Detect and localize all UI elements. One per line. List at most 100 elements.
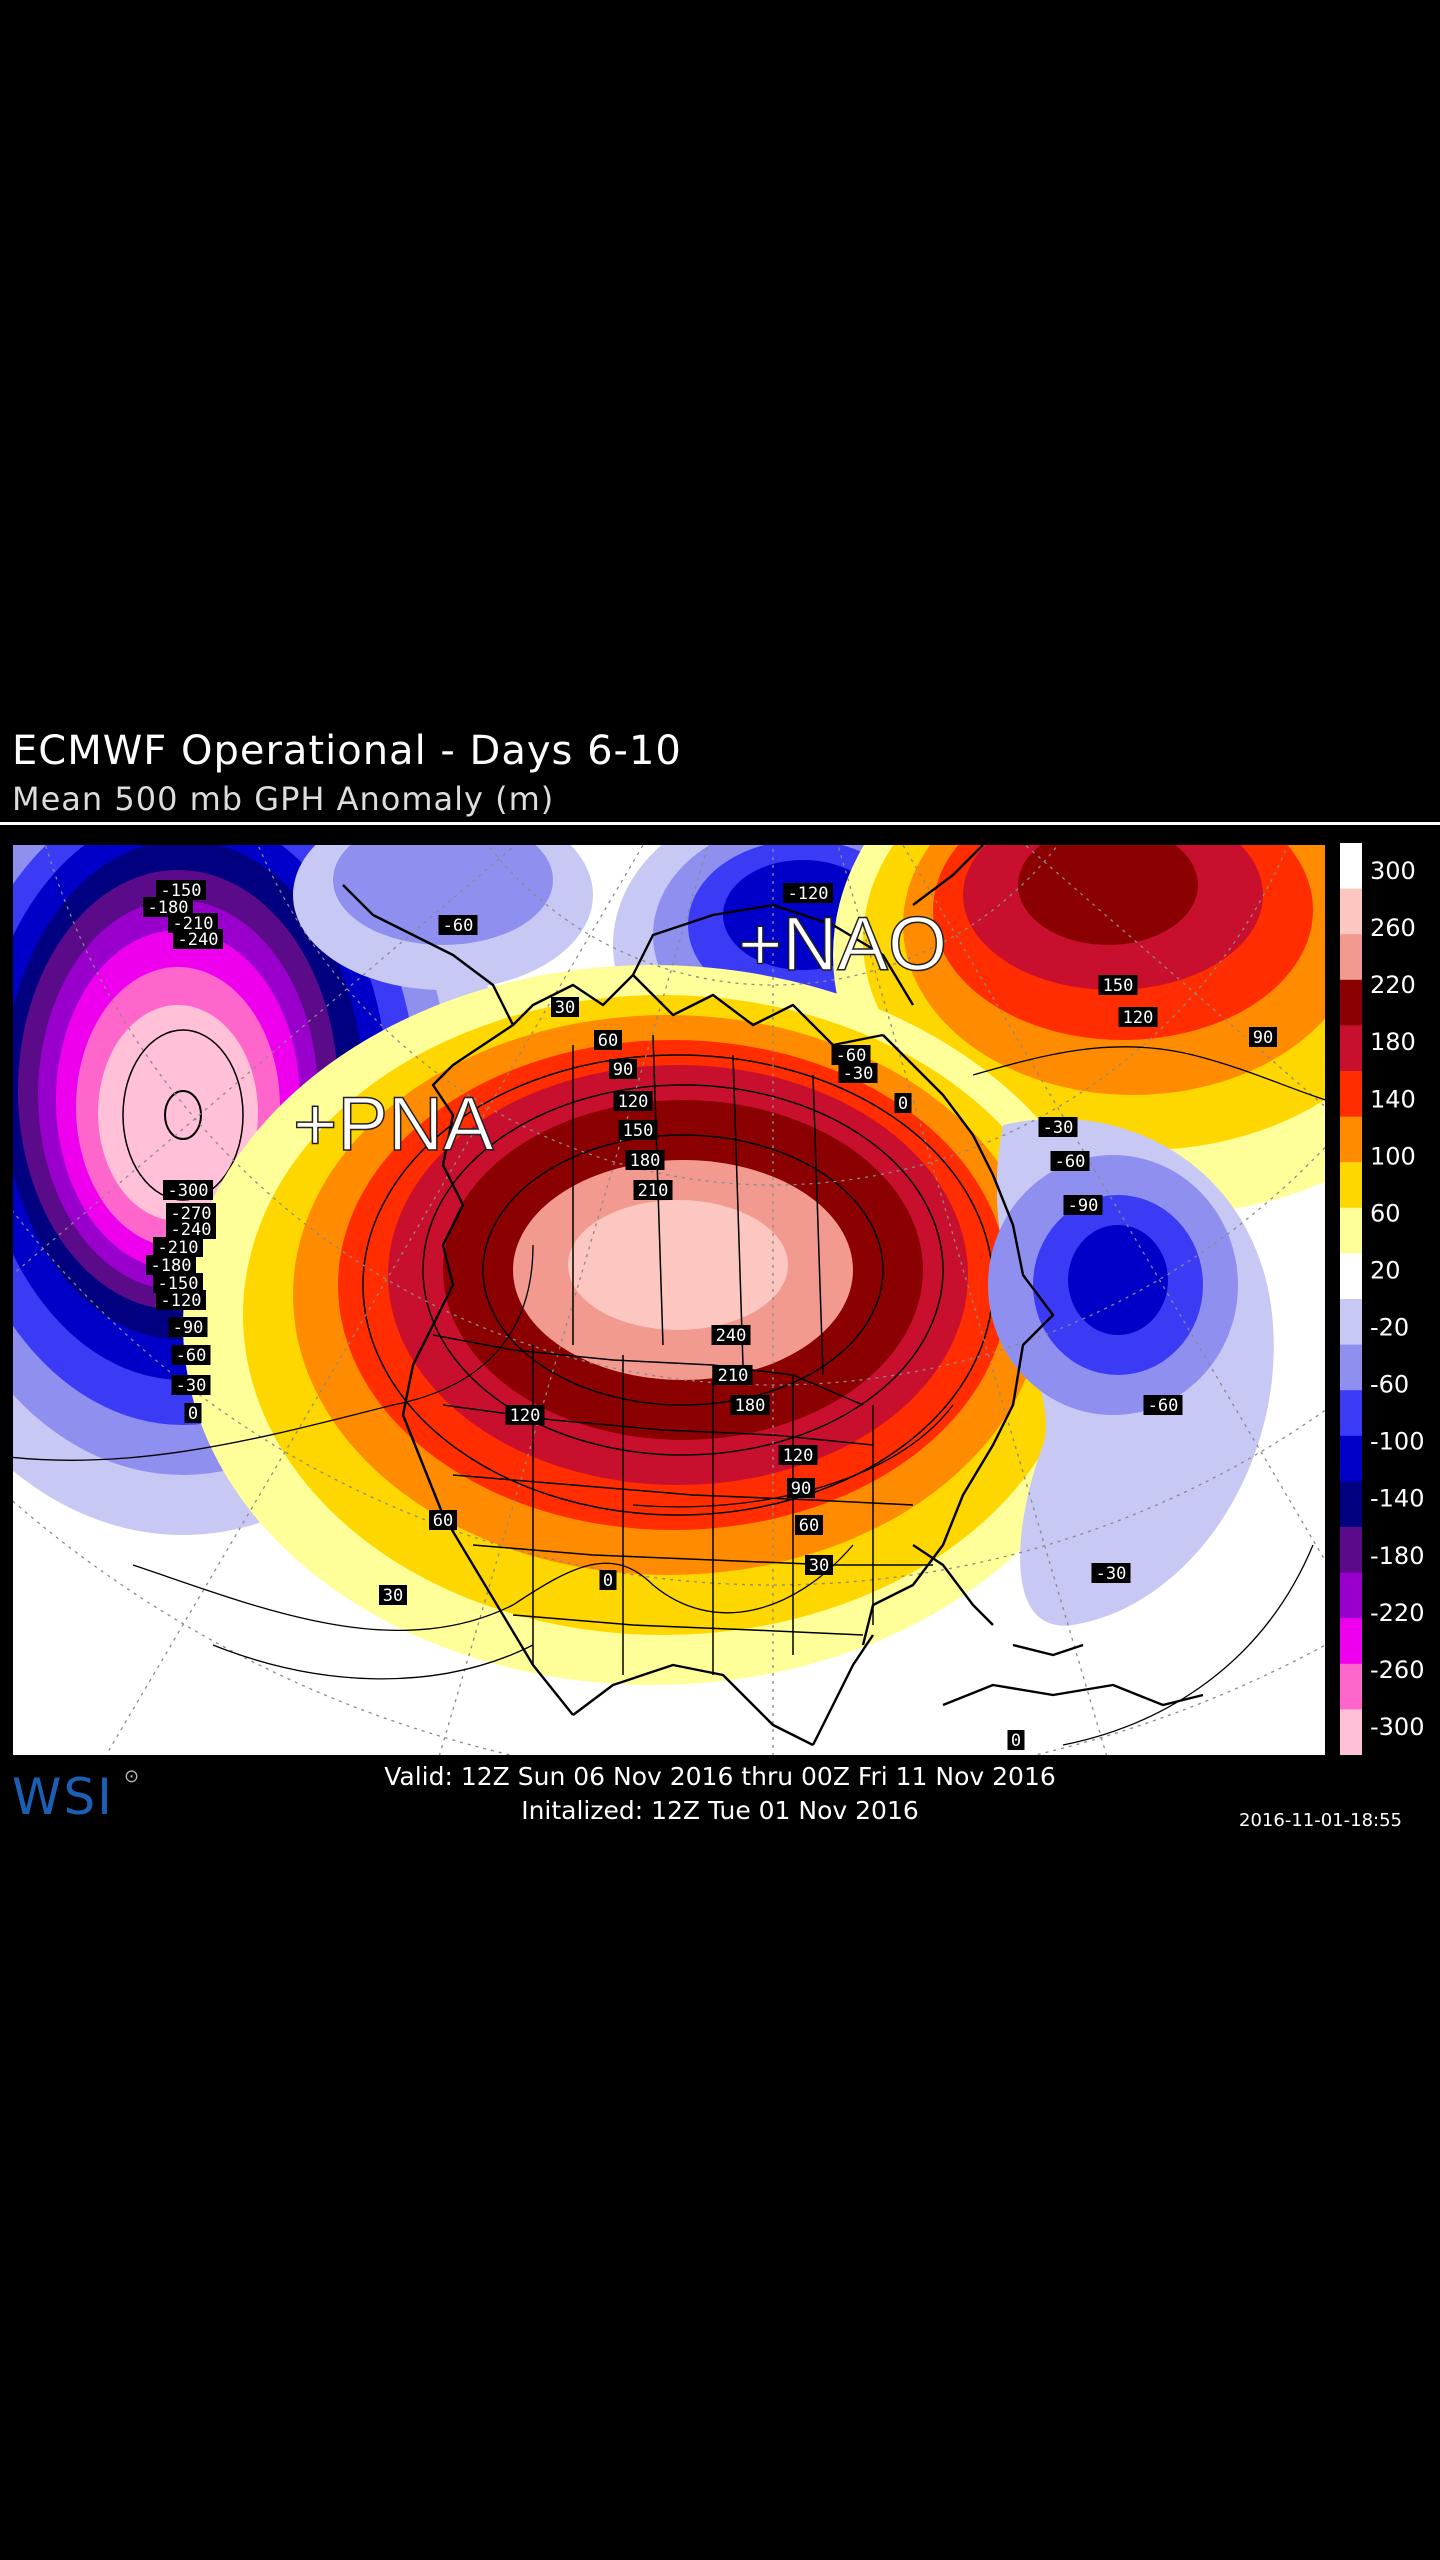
- legend-swatch: [1340, 843, 1362, 890]
- svg-text:0: 0: [1011, 1731, 1021, 1751]
- contour-label: -120: [783, 883, 833, 904]
- svg-text:-60: -60: [836, 1046, 867, 1066]
- svg-text:-300: -300: [168, 1181, 209, 1201]
- svg-text:-240: -240: [171, 1220, 212, 1240]
- svg-text:0: 0: [603, 1571, 613, 1591]
- contour-label: -60: [171, 1345, 211, 1366]
- graticule: [13, 845, 1325, 1755]
- contour-label: 0: [184, 1403, 202, 1424]
- svg-text:-60: -60: [176, 1346, 207, 1366]
- svg-text:120: 120: [783, 1446, 814, 1466]
- svg-text:180: 180: [630, 1151, 661, 1171]
- contour-label: -60: [831, 1045, 871, 1066]
- chart-title: ECMWF Operational - Days 6-10: [12, 728, 682, 774]
- contour-label: -150: [156, 880, 206, 901]
- legend-swatch: [1340, 888, 1362, 935]
- contour-label: 90: [787, 1478, 815, 1499]
- contour-label: 90: [609, 1059, 637, 1080]
- svg-text:-150: -150: [158, 1274, 199, 1294]
- legend-swatch: [1340, 1025, 1362, 1072]
- pna-annotation: +PNA: [293, 1082, 494, 1167]
- legend-tick-label: -20: [1370, 1314, 1409, 1342]
- contour-labels: -150-180-210-240-300-270-240-210-180-150…: [143, 880, 1277, 1751]
- atlantic-negative-anomaly: [988, 1118, 1274, 1626]
- contour-label: -240: [166, 1219, 216, 1240]
- legend-swatch: [1340, 1709, 1362, 1755]
- contour-label: -90: [168, 1317, 208, 1338]
- svg-text:60: 60: [799, 1516, 819, 1536]
- contour-label: 180: [730, 1395, 770, 1416]
- contour-label: 0: [599, 1570, 617, 1591]
- header-divider: [0, 822, 1440, 825]
- contour-label: 240: [711, 1325, 751, 1346]
- legend-swatch: [1340, 1116, 1362, 1163]
- svg-text:-120: -120: [788, 884, 829, 904]
- legend-tick-label: -140: [1370, 1485, 1424, 1513]
- svg-text:-60: -60: [1055, 1152, 1086, 1172]
- svg-text:-240: -240: [178, 930, 219, 950]
- svg-text:210: 210: [638, 1181, 669, 1201]
- svg-text:30: 30: [555, 998, 575, 1018]
- svg-text:120: 120: [618, 1092, 649, 1112]
- anomaly-map: +PNA +NAO -150-180-210-240-300-270-240-2…: [13, 845, 1325, 1755]
- contour-label: -90: [1063, 1195, 1103, 1216]
- contour-label: 210: [713, 1365, 753, 1386]
- svg-text:-30: -30: [176, 1376, 207, 1396]
- svg-text:-30: -30: [843, 1064, 874, 1084]
- legend-swatch: [1340, 934, 1362, 981]
- svg-text:-30: -30: [1043, 1118, 1074, 1138]
- svg-text:30: 30: [809, 1556, 829, 1576]
- svg-text:150: 150: [623, 1121, 654, 1141]
- svg-text:0: 0: [898, 1094, 908, 1114]
- svg-text:-150: -150: [161, 881, 202, 901]
- svg-text:90: 90: [613, 1060, 633, 1080]
- svg-text:-30: -30: [1096, 1564, 1127, 1584]
- contour-label: -30: [171, 1375, 211, 1396]
- contour-label: -210: [153, 1237, 203, 1258]
- legend-swatch: [1340, 1390, 1362, 1437]
- svg-text:-210: -210: [158, 1238, 199, 1258]
- generation-timestamp: 2016-11-01-18:55: [1239, 1810, 1402, 1831]
- contour-label: -30: [1091, 1563, 1131, 1584]
- legend-swatch: [1340, 1527, 1362, 1574]
- legend-swatch: [1340, 1572, 1362, 1619]
- svg-text:210: 210: [718, 1366, 749, 1386]
- svg-text:120: 120: [510, 1406, 541, 1426]
- svg-text:180: 180: [735, 1396, 766, 1416]
- svg-text:150: 150: [1103, 976, 1134, 996]
- contour-label: 90: [1249, 1027, 1277, 1048]
- contour-label: 30: [551, 997, 579, 1018]
- initialized-time: Initalized: 12Z Tue 01 Nov 2016: [521, 1796, 919, 1825]
- legend-tick-label: -300: [1370, 1713, 1424, 1741]
- contour-label: 150: [618, 1120, 658, 1141]
- legend-swatch: [1340, 1481, 1362, 1528]
- legend-tick-label: -220: [1370, 1599, 1424, 1627]
- legend-tick-label: 220: [1370, 971, 1416, 999]
- contour-label: -300: [163, 1180, 213, 1201]
- svg-text:90: 90: [791, 1479, 811, 1499]
- contour-label: 30: [805, 1555, 833, 1576]
- contour-label: -180: [146, 1255, 196, 1276]
- svg-text:60: 60: [598, 1031, 618, 1051]
- legend-swatch: [1340, 1299, 1362, 1346]
- legend-tick-label: -180: [1370, 1542, 1424, 1570]
- legend-swatch: [1340, 1207, 1362, 1254]
- contour-label: -30: [1038, 1117, 1078, 1138]
- legend-swatch: [1340, 979, 1362, 1026]
- legend-tick-label: 100: [1370, 1142, 1416, 1170]
- contour-label: -150: [153, 1273, 203, 1294]
- svg-text:-90: -90: [1068, 1196, 1099, 1216]
- legend-tick-label: -260: [1370, 1656, 1424, 1684]
- legend-swatch: [1340, 1071, 1362, 1118]
- contour-label: -240: [173, 929, 223, 950]
- contour-label: 30: [379, 1585, 407, 1606]
- legend-swatch: [1340, 1663, 1362, 1710]
- contour-label: -60: [1143, 1395, 1183, 1416]
- nao-annotation: +NAO: [738, 902, 947, 987]
- svg-text:-120: -120: [161, 1291, 202, 1311]
- svg-text:120: 120: [1123, 1008, 1154, 1028]
- contour-lines: [13, 1046, 1325, 1746]
- legend-tick-label: 140: [1370, 1085, 1416, 1113]
- svg-text:30: 30: [383, 1586, 403, 1606]
- svg-text:90: 90: [1253, 1028, 1273, 1048]
